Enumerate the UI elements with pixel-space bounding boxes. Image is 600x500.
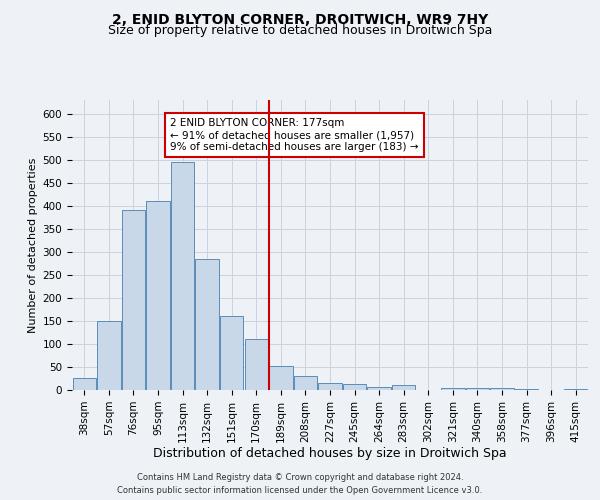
Bar [319,383,341,390]
Bar [490,388,514,390]
Bar [367,387,391,390]
Bar [441,388,464,390]
Bar [294,376,317,390]
Bar [515,388,538,390]
Bar [122,210,145,390]
Bar [97,321,121,390]
Bar [146,202,170,390]
Bar [171,162,194,390]
Text: 2 ENID BLYTON CORNER: 177sqm
← 91% of detached houses are smaller (1,957)
9% of : 2 ENID BLYTON CORNER: 177sqm ← 91% of de… [170,118,419,152]
Text: Size of property relative to detached houses in Droitwich Spa: Size of property relative to detached ho… [108,24,492,37]
Bar [73,378,96,390]
Bar [196,259,219,390]
Text: Contains HM Land Registry data © Crown copyright and database right 2024.
Contai: Contains HM Land Registry data © Crown c… [118,474,482,495]
Bar [466,388,489,390]
Bar [269,366,293,390]
Bar [343,384,366,390]
Y-axis label: Number of detached properties: Number of detached properties [28,158,38,332]
Bar [220,316,244,390]
Text: 2, ENID BLYTON CORNER, DROITWICH, WR9 7HY: 2, ENID BLYTON CORNER, DROITWICH, WR9 7H… [112,12,488,26]
Bar [564,388,587,390]
Bar [392,386,415,390]
X-axis label: Distribution of detached houses by size in Droitwich Spa: Distribution of detached houses by size … [153,448,507,460]
Bar [245,340,268,390]
